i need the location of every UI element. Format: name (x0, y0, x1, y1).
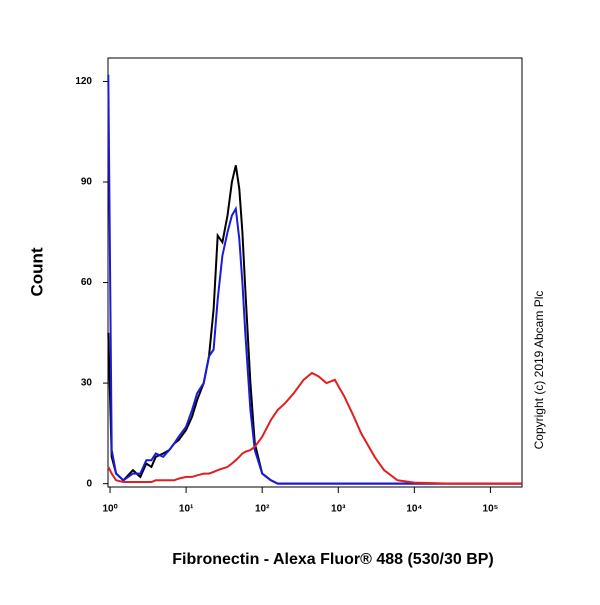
x-tick-label: 10¹ (179, 504, 194, 515)
x-tick-label: 10⁰ (102, 504, 117, 515)
y-tick-label: 90 (81, 177, 93, 188)
x-tick-label: 10³ (331, 504, 346, 515)
x-tick-label: 10⁴ (406, 504, 422, 515)
copyright: Copyright (c) 2019 Abcam Plc (532, 291, 546, 450)
y-tick-label: 120 (75, 76, 92, 87)
x-axis-label: Fibronectin - Alexa Fluor® 488 (530/30 B… (172, 551, 494, 568)
x-tick-label: 10⁵ (483, 504, 499, 515)
histogram-line (107, 74, 522, 485)
plot-frame (107, 57, 523, 488)
histogram-line (107, 165, 522, 485)
histogram-line (107, 371, 522, 485)
y-axis-label: Count (27, 247, 46, 296)
y-tick-label: 0 (86, 478, 92, 489)
x-tick-label: 10² (255, 504, 270, 515)
y-tick-label: 30 (81, 378, 93, 389)
y-tick-label: 60 (81, 277, 93, 288)
